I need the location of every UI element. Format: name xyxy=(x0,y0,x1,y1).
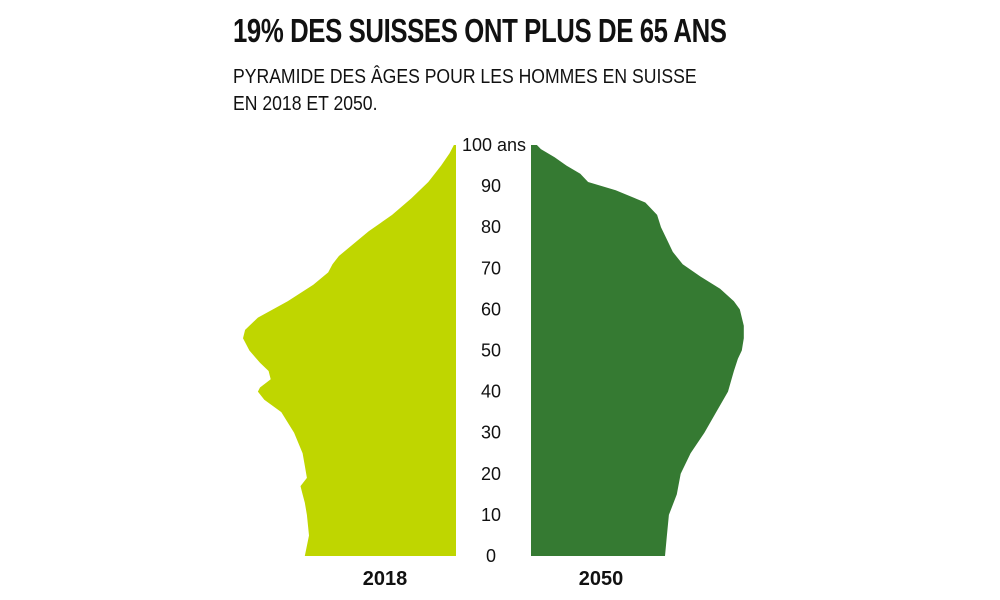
age-tick-label: 20 xyxy=(481,464,501,484)
age-tick-label: 10 xyxy=(481,505,501,525)
age-tick-label: 40 xyxy=(481,382,501,402)
age-tick-label: 90 xyxy=(481,176,501,196)
series-label-2018: 2018 xyxy=(363,568,408,590)
chart-title: 19% DES SUISSES ONT PLUS DE 65 ANS xyxy=(233,12,727,49)
age-tick-label: 0 xyxy=(486,546,496,566)
pyramid-area-2018 xyxy=(243,145,456,556)
age-tick-label: 60 xyxy=(481,299,501,319)
series-label-2050: 2050 xyxy=(579,568,624,590)
age-tick-label: 100 ans xyxy=(462,135,526,155)
subtitle-line-2: EN 2018 ET 2050. xyxy=(233,93,378,115)
chart-subtitle: PYRAMIDE DES ÂGES POUR LES HOMMES EN SUI… xyxy=(233,64,697,118)
age-tick-label: 50 xyxy=(481,341,501,361)
subtitle-line-1: PYRAMIDE DES ÂGES POUR LES HOMMES EN SUI… xyxy=(233,66,697,88)
age-tick-label: 70 xyxy=(481,258,501,278)
pyramid-area-2050 xyxy=(531,145,744,556)
age-tick-label: 80 xyxy=(481,217,501,237)
age-tick-label: 30 xyxy=(481,423,501,443)
